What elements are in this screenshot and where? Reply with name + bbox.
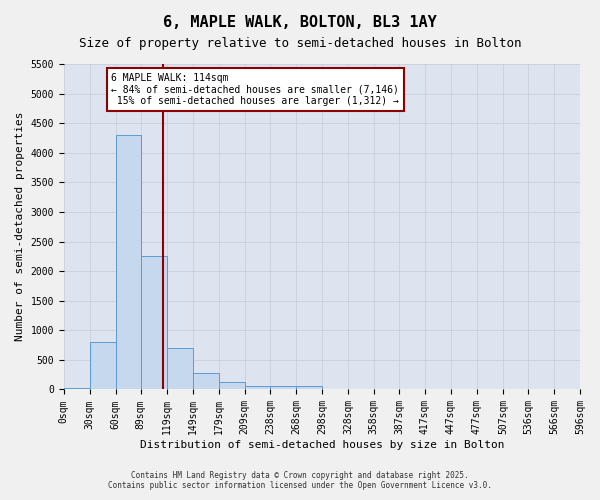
X-axis label: Distribution of semi-detached houses by size in Bolton: Distribution of semi-detached houses by … (140, 440, 504, 450)
Bar (193, 374, 219, 390)
Text: Contains HM Land Registry data © Crown copyright and database right 2025.
Contai: Contains HM Land Registry data © Crown c… (108, 470, 492, 490)
Text: 6, MAPLE WALK, BOLTON, BL3 1AY: 6, MAPLE WALK, BOLTON, BL3 1AY (163, 15, 437, 30)
Text: 6 MAPLE WALK: 114sqm
← 84% of semi-detached houses are smaller (7,146)
 15% of s: 6 MAPLE WALK: 114sqm ← 84% of semi-detac… (112, 73, 399, 106)
Bar (296, 386, 322, 390)
Bar (90, 342, 116, 390)
Bar (141, 256, 167, 390)
Bar (167, 348, 193, 390)
Bar (219, 382, 245, 390)
Bar (270, 386, 296, 390)
Bar (116, 135, 141, 390)
Y-axis label: Number of semi-detached properties: Number of semi-detached properties (15, 112, 25, 342)
Bar (64, 388, 90, 390)
Text: Size of property relative to semi-detached houses in Bolton: Size of property relative to semi-detach… (79, 38, 521, 51)
Bar (245, 386, 270, 390)
